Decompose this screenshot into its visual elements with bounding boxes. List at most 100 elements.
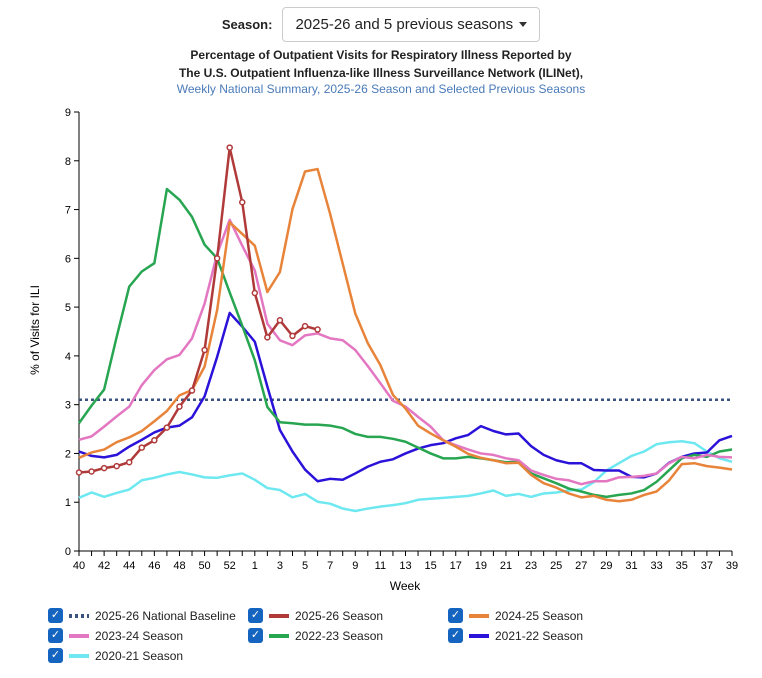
legend-item[interactable]: ✓ 2021-22 Season: [448, 628, 583, 643]
legend-item[interactable]: ✓ 2023-24 Season: [48, 628, 183, 643]
x-tick-label: 50: [198, 560, 210, 572]
x-tick-label: 17: [450, 560, 462, 572]
y-tick-label: 6: [65, 253, 71, 265]
x-tick-label: 9: [352, 560, 358, 572]
data-point: [100, 464, 108, 472]
series-2022-23-season: [77, 187, 733, 499]
series-2021-22-season: [78, 311, 733, 483]
chart-subtitle: Weekly National Summary, 2025-26 Season …: [176, 82, 586, 96]
legend-label: 2023-24 Season: [95, 628, 184, 643]
legend-item[interactable]: ✓ 2020-21 Season: [48, 648, 183, 663]
y-tick-label: 2: [65, 448, 71, 460]
data-point: [151, 437, 158, 444]
legend-swatch: [269, 613, 289, 618]
y-tick-label: 8: [65, 156, 71, 168]
legend-swatch: [69, 653, 89, 658]
legend-swatch: [69, 613, 89, 618]
x-tick-label: 7: [327, 560, 333, 572]
chart-title-line2: The U.S. Outpatient Influenza-like Illne…: [178, 66, 584, 80]
y-axis-label: % of Visits for ILI: [28, 285, 42, 375]
data-point: [163, 424, 171, 431]
data-point: [138, 444, 146, 451]
x-tick-label: 37: [701, 560, 713, 572]
series-2023-24-season: [78, 218, 733, 486]
x-tick-label: 44: [123, 560, 135, 572]
x-tick-label: 1: [252, 560, 258, 572]
legend-item[interactable]: ✓ 2024-25 Season: [448, 608, 583, 623]
legend-swatch: [469, 613, 489, 618]
data-point: [88, 468, 95, 475]
legend-checkbox[interactable]: ✓: [48, 608, 63, 623]
x-tick-label: 25: [550, 560, 562, 572]
legend-label: 2025-26 National Baseline: [95, 608, 236, 623]
series-line: [78, 311, 733, 483]
x-tick-label: 33: [651, 560, 663, 572]
series-line: [78, 146, 318, 474]
legend-item[interactable]: ✓ 2022-23 Season: [248, 628, 383, 643]
x-tick-label: 39: [726, 560, 738, 572]
x-tick-label: 35: [676, 560, 688, 572]
x-tick-label: 21: [500, 560, 512, 572]
season-label: Season:: [221, 17, 273, 32]
x-axis-label: Week: [390, 579, 421, 593]
data-point: [314, 326, 321, 333]
y-tick-label: 5: [65, 302, 71, 314]
x-tick-label: 13: [399, 560, 411, 572]
data-point: [239, 198, 246, 206]
series-2024-25-season: [78, 167, 733, 503]
y-tick-label: 4: [65, 351, 71, 363]
x-tick-label: 40: [73, 560, 85, 572]
chart-title-line1: Percentage of Outpatient Visits for Resp…: [190, 48, 572, 62]
data-point: [201, 346, 208, 354]
y-tick-label: 0: [65, 546, 71, 558]
x-tick-label: 46: [148, 560, 160, 572]
x-tick-label: 23: [525, 560, 537, 572]
series-line: [78, 218, 733, 486]
legend-label: 2025-26 Season: [295, 608, 384, 623]
legend-swatch: [69, 633, 89, 638]
season-dropdown-value: 2025-26 and 5 previous seasons: [295, 16, 514, 33]
legend-item[interactable]: ✓ 2025-26 National Baseline: [48, 608, 236, 623]
legend-checkbox[interactable]: ✓: [48, 648, 63, 663]
x-tick-label: 29: [600, 560, 612, 572]
x-tick-label: 11: [375, 560, 386, 572]
series-line: [78, 440, 733, 513]
series-line: [77, 187, 733, 499]
data-point: [188, 387, 196, 394]
x-tick-label: 31: [625, 560, 637, 572]
data-point: [125, 458, 133, 466]
legend-label: 2021-22 Season: [495, 628, 584, 643]
legend-checkbox[interactable]: ✓: [248, 608, 263, 623]
legend-swatch: [269, 633, 289, 638]
season-dropdown[interactable]: 2025-26 and 5 previous seasons: [282, 7, 541, 42]
x-tick-label: 15: [424, 560, 436, 572]
data-point: [301, 322, 309, 330]
legend-checkbox[interactable]: ✓: [48, 628, 63, 643]
data-point: [276, 317, 284, 324]
x-tick-label: 3: [277, 560, 283, 572]
data-point: [226, 144, 233, 151]
legend-swatch: [469, 633, 489, 638]
y-tick-label: 1: [65, 497, 71, 509]
data-point: [75, 469, 83, 476]
y-tick-label: 7: [65, 205, 71, 217]
data-point: [176, 403, 183, 410]
legend-label: 2024-25 Season: [495, 608, 584, 623]
data-point: [113, 462, 120, 470]
caret-down-icon: [519, 22, 528, 27]
data-point: [289, 332, 296, 340]
legend-checkbox[interactable]: ✓: [248, 628, 263, 643]
data-point: [213, 255, 221, 262]
legend-checkbox[interactable]: ✓: [448, 608, 463, 623]
x-tick-label: 42: [98, 560, 110, 572]
x-tick-label: 48: [173, 560, 185, 572]
series-2025-26-season: [75, 144, 321, 476]
legend-checkbox[interactable]: ✓: [448, 628, 463, 643]
season-selector-row: Season: 2025-26 and 5 previous seasons: [0, 7, 762, 42]
data-point: [251, 289, 259, 297]
y-tick-label: 3: [65, 400, 71, 412]
legend-item[interactable]: ✓ 2025-26 Season: [248, 608, 383, 623]
x-tick-label: 52: [224, 560, 236, 572]
